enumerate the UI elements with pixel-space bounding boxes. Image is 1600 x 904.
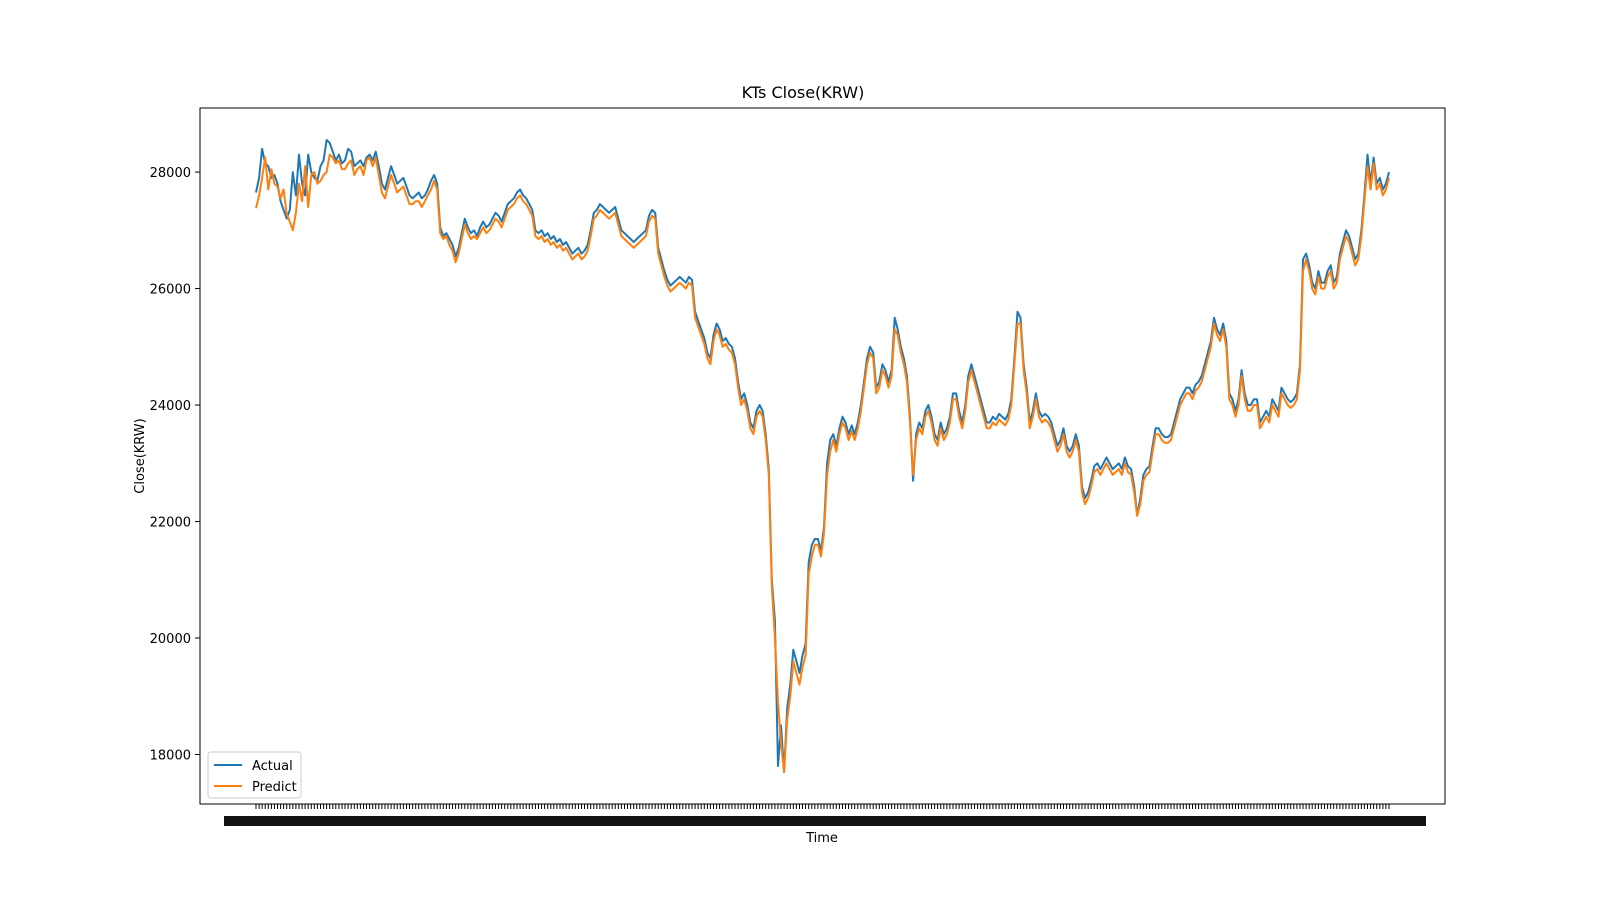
plot-frame — [199, 107, 1446, 805]
x-axis — [224, 804, 1426, 826]
x-axis-label: Time — [805, 831, 838, 846]
chart-title: KTs Close(KRW) — [742, 83, 865, 102]
x-tick-labels-overlapping — [224, 816, 1426, 826]
series-line-predict — [255, 153, 1390, 773]
y-axis-label: Close(KRW) — [133, 418, 148, 493]
y-tick-label: 28000 — [150, 166, 191, 181]
legend-label-actual: Actual — [252, 759, 293, 774]
y-tick-label: 20000 — [150, 632, 191, 647]
y-tick-label: 26000 — [150, 283, 191, 298]
y-tick-label: 22000 — [150, 516, 191, 531]
series-layer — [255, 139, 1390, 773]
legend: Actual Predict — [207, 751, 302, 799]
x-tick-marks — [255, 804, 1390, 809]
y-tick-label: 24000 — [150, 399, 191, 414]
y-tick-label: 18000 — [150, 748, 191, 763]
y-axis: 18000 20000 22000 24000 26000 28000 — [150, 166, 200, 763]
legend-label-predict: Predict — [252, 780, 297, 795]
